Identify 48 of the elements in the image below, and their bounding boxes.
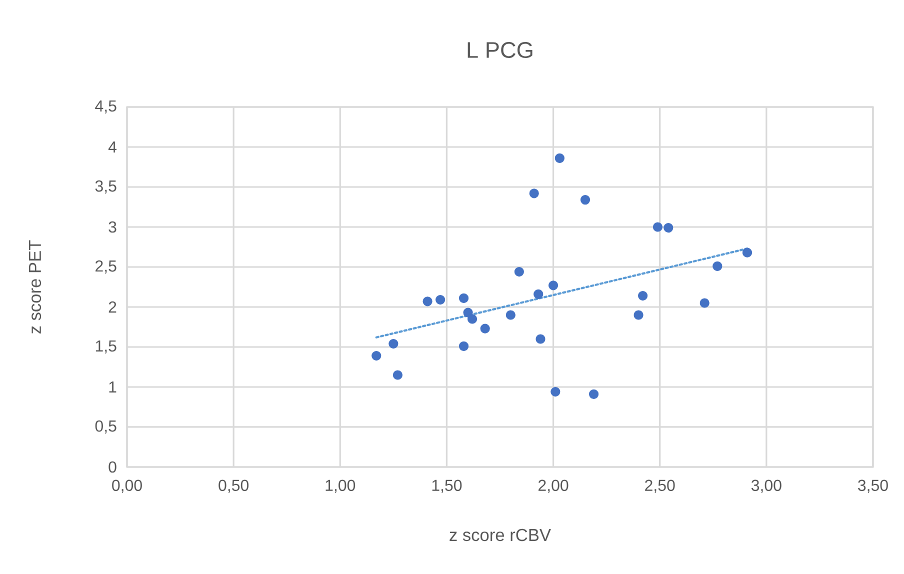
point xyxy=(652,222,663,232)
point xyxy=(634,310,644,320)
y-tick-label: 2 xyxy=(108,301,116,313)
y-axis-title: z score PET xyxy=(28,240,42,334)
y-tick-label: 4 xyxy=(108,142,116,152)
point xyxy=(506,310,516,320)
point xyxy=(712,261,722,271)
point xyxy=(638,290,648,301)
x-tick-label: 2,50 xyxy=(645,480,675,493)
x-axis-title: z score rCBV xyxy=(450,528,551,542)
point xyxy=(550,386,560,397)
chart-title: L PCG xyxy=(468,42,532,58)
point xyxy=(588,389,599,399)
point xyxy=(548,280,558,290)
x-tick-label: 3,00 xyxy=(751,480,782,493)
point xyxy=(554,153,564,163)
point xyxy=(422,296,432,306)
y-tick-label: 3,5 xyxy=(95,180,116,194)
point xyxy=(514,266,524,277)
y-tick-label: 1,5 xyxy=(96,340,116,354)
x-tick-label: 1,00 xyxy=(326,480,356,493)
point xyxy=(742,248,752,258)
y-tick-label: 0 xyxy=(108,461,116,473)
point xyxy=(458,293,469,303)
point xyxy=(534,289,544,299)
point xyxy=(480,324,490,334)
y-tick-label: 3 xyxy=(108,221,116,233)
x-tick-label: 0,00 xyxy=(112,480,142,493)
point xyxy=(463,308,473,318)
point xyxy=(700,298,710,308)
point xyxy=(664,222,674,233)
x-tick-label: 3,50 xyxy=(858,480,888,493)
y-tick-label: 1 xyxy=(109,381,116,392)
y-tick-label: 0,5 xyxy=(95,420,116,434)
point xyxy=(392,370,402,380)
x-tick-label: 2,00 xyxy=(538,480,568,493)
point xyxy=(388,338,398,349)
point xyxy=(580,194,590,205)
point xyxy=(436,294,446,305)
point xyxy=(458,341,469,351)
point xyxy=(467,314,478,324)
point xyxy=(372,350,382,361)
y-tick-label: 4,5 xyxy=(95,100,116,114)
x-tick-label: 0,50 xyxy=(218,480,249,493)
y-tick-label: 2,5 xyxy=(96,260,116,274)
point xyxy=(529,188,539,198)
x-tick-label: 1,50 xyxy=(432,480,462,493)
point xyxy=(536,334,546,344)
